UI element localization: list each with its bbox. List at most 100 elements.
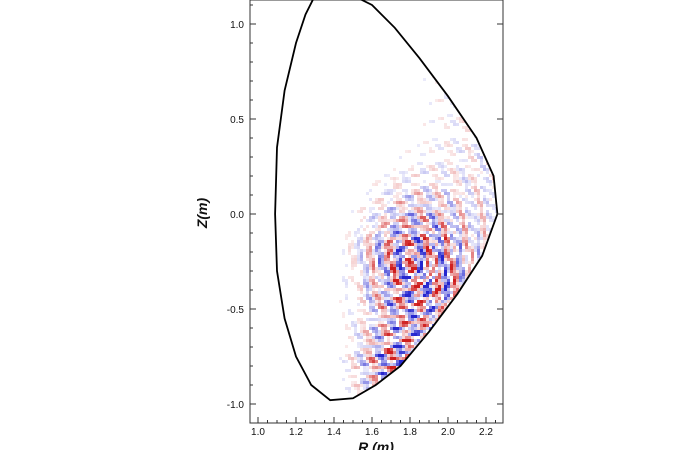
heatmap-cell <box>375 372 378 375</box>
heatmap-cell <box>384 342 387 345</box>
heatmap-cell <box>378 252 381 255</box>
heatmap-cell <box>429 237 432 240</box>
heatmap-cell <box>411 240 414 243</box>
heatmap-cell <box>345 237 348 240</box>
heatmap-cell <box>456 219 459 222</box>
heatmap-cell <box>438 222 441 225</box>
heatmap-cell <box>453 207 456 210</box>
heatmap-cell <box>435 312 438 315</box>
heatmap-cell <box>471 186 474 189</box>
heatmap-cell <box>414 288 417 291</box>
heatmap-cell <box>369 318 372 321</box>
heatmap-cell <box>432 264 435 267</box>
heatmap-cell <box>447 198 450 201</box>
heatmap-cell <box>435 213 438 216</box>
heatmap-cell <box>375 330 378 333</box>
heatmap-cell <box>405 351 408 354</box>
heatmap-cell <box>447 192 450 195</box>
heatmap-cell <box>459 273 462 276</box>
heatmap-cell <box>432 318 435 321</box>
heatmap-cell <box>435 243 438 246</box>
heatmap-cell <box>456 123 459 126</box>
heatmap-cell <box>387 300 390 303</box>
heatmap-cell <box>396 198 399 201</box>
heatmap-cell <box>372 360 375 363</box>
heatmap-cell <box>426 222 429 225</box>
heatmap-cell <box>378 363 381 366</box>
heatmap-cell <box>372 369 375 372</box>
heatmap-cell <box>384 288 387 291</box>
heatmap-cell <box>384 318 387 321</box>
heatmap-cell <box>420 246 423 249</box>
heatmap-cell <box>390 303 393 306</box>
heatmap-cell <box>375 375 378 378</box>
heatmap-cell <box>411 318 414 321</box>
heatmap-cell <box>429 240 432 243</box>
heatmap-cell <box>423 168 426 171</box>
heatmap-cell <box>381 369 384 372</box>
heatmap-cell <box>453 258 456 261</box>
heatmap-cell <box>438 261 441 264</box>
heatmap-cell <box>390 231 393 234</box>
heatmap-cell <box>369 279 372 282</box>
heatmap-cell <box>462 267 465 270</box>
heatmap-cell <box>372 291 375 294</box>
heatmap-cell <box>396 204 399 207</box>
heatmap-cell <box>459 168 462 171</box>
heatmap-cell <box>456 147 459 150</box>
heatmap-cell <box>426 231 429 234</box>
heatmap-cell <box>411 219 414 222</box>
heatmap-cell <box>378 285 381 288</box>
heatmap-cell <box>345 264 348 267</box>
heatmap-cell <box>426 291 429 294</box>
heatmap-cell <box>387 297 390 300</box>
heatmap-cell <box>408 333 411 336</box>
heatmap-cell <box>408 234 411 237</box>
heatmap-cell <box>486 180 489 183</box>
heatmap-cell <box>393 216 396 219</box>
heatmap-cell <box>456 141 459 144</box>
heatmap-cell <box>366 249 369 252</box>
heatmap-cell <box>387 330 390 333</box>
heatmap-cell <box>393 279 396 282</box>
x-tick-label: 2.0 <box>441 427 455 438</box>
heatmap-cell <box>456 225 459 228</box>
heatmap-cell <box>369 231 372 234</box>
heatmap-cell <box>477 213 480 216</box>
heatmap-cell <box>438 180 441 183</box>
heatmap-cell <box>453 204 456 207</box>
heatmap-cell <box>423 216 426 219</box>
heatmap-cell <box>381 258 384 261</box>
heatmap-cell <box>381 285 384 288</box>
heatmap-cell <box>435 183 438 186</box>
heatmap-cell <box>495 210 498 213</box>
heatmap-cell <box>471 246 474 249</box>
heatmap-cell <box>381 333 384 336</box>
heatmap-cell <box>351 381 354 384</box>
heatmap-cell <box>405 234 408 237</box>
heatmap-cell <box>372 318 375 321</box>
heatmap-cell <box>420 327 423 330</box>
heatmap-cell <box>369 300 372 303</box>
heatmap-cell <box>441 168 444 171</box>
heatmap-cell <box>432 288 435 291</box>
heatmap-cell <box>465 243 468 246</box>
heatmap-cell <box>369 210 372 213</box>
heatmap-cell <box>351 360 354 363</box>
heatmap-cell <box>438 192 441 195</box>
heatmap-cell <box>387 270 390 273</box>
heatmap-cell <box>465 246 468 249</box>
heatmap-cell <box>435 180 438 183</box>
heatmap-cell <box>474 246 477 249</box>
heatmap-cell <box>465 126 468 129</box>
heatmap-cell <box>360 318 363 321</box>
y-tick-label: 0.5 <box>230 115 244 126</box>
heatmap-cell <box>453 171 456 174</box>
heatmap-cell <box>426 189 429 192</box>
heatmap-cell <box>441 210 444 213</box>
heatmap-cell <box>393 342 396 345</box>
x-tick-label: 1.8 <box>403 427 417 438</box>
heatmap-cell <box>399 198 402 201</box>
heatmap-cell <box>483 201 486 204</box>
heatmap-cell <box>345 345 348 348</box>
